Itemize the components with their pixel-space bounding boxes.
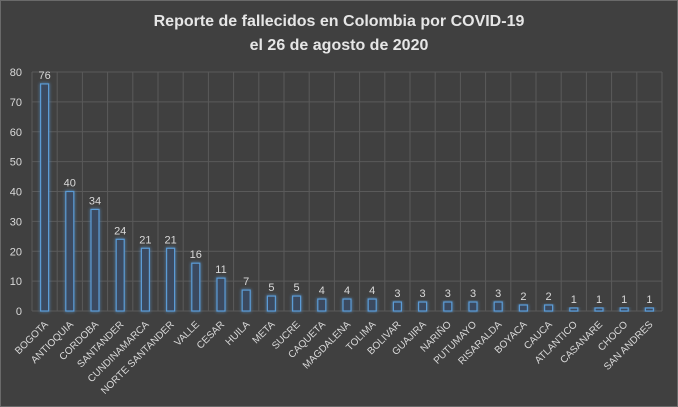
bar-guajira — [418, 301, 428, 312]
bar-casanare — [594, 307, 604, 312]
bar-bolivar — [392, 301, 402, 312]
data-label: 16 — [190, 249, 202, 261]
data-label: 1 — [571, 294, 577, 306]
bar-magdalena — [342, 298, 352, 312]
bar-norte-santander — [166, 247, 176, 312]
data-label: 2 — [520, 291, 526, 303]
data-label: 76 — [38, 70, 50, 82]
bar-huila — [241, 289, 251, 312]
bar-caqueta — [317, 298, 327, 312]
bar-antioquia — [65, 190, 75, 312]
title-line-2: el 26 de agosto de 2020 — [249, 37, 429, 54]
y-tick-label: 20 — [10, 246, 22, 258]
data-label: 34 — [89, 195, 101, 207]
title-line-1: Reporte de fallecidos en Colombia por CO… — [153, 13, 525, 30]
bar-cauca — [543, 304, 554, 312]
bar-atlantico — [569, 307, 579, 312]
y-tick-label: 0 — [16, 306, 22, 318]
data-label: 5 — [268, 282, 274, 294]
data-label: 40 — [64, 178, 76, 190]
bar-valle — [191, 262, 201, 312]
data-label: 1 — [621, 294, 627, 306]
bar-tolima — [367, 298, 377, 312]
data-label: 4 — [369, 285, 375, 297]
data-label: 5 — [294, 282, 300, 294]
bar-choco — [619, 307, 629, 312]
data-label: 7 — [243, 276, 249, 288]
data-label: 21 — [164, 234, 176, 246]
data-label: 3 — [445, 288, 451, 300]
data-label: 2 — [546, 291, 552, 303]
data-label: 21 — [139, 234, 151, 246]
data-label: 3 — [470, 288, 476, 300]
bar-boyaca — [518, 304, 529, 312]
chart-title: Reporte de fallecidos en Colombia por CO… — [0, 10, 678, 58]
data-label: 4 — [319, 285, 325, 297]
y-tick-label: 10 — [10, 276, 22, 288]
bar-cesar — [216, 277, 226, 312]
data-label: 1 — [646, 294, 652, 306]
y-tick-label: 70 — [10, 97, 22, 109]
bar-sucre — [292, 295, 302, 312]
data-label: 3 — [495, 288, 501, 300]
y-tick-label: 50 — [10, 157, 22, 169]
bar-meta — [266, 295, 276, 312]
y-tick-label: 80 — [10, 67, 22, 79]
bar-san-andres — [644, 307, 655, 312]
bar-cundinamarca — [140, 247, 150, 312]
y-tick-label: 30 — [10, 216, 22, 228]
bar-bogota — [39, 83, 50, 312]
bar-putumayo — [468, 301, 478, 312]
bar-nariño — [443, 301, 453, 312]
data-label: 24 — [114, 225, 126, 237]
bar-santander — [115, 238, 125, 312]
data-label: 11 — [215, 264, 226, 276]
y-tick-label: 60 — [10, 127, 22, 139]
data-label: 4 — [344, 285, 350, 297]
x-tick-label: HUILA — [224, 319, 253, 348]
data-label: 1 — [596, 294, 602, 306]
y-tick-label: 40 — [10, 187, 22, 199]
bar-cordoba — [90, 208, 100, 312]
bar-risaralda — [493, 301, 503, 312]
x-tick-label: CESAR — [195, 319, 227, 351]
data-label: 3 — [420, 288, 426, 300]
data-label: 3 — [394, 288, 400, 300]
